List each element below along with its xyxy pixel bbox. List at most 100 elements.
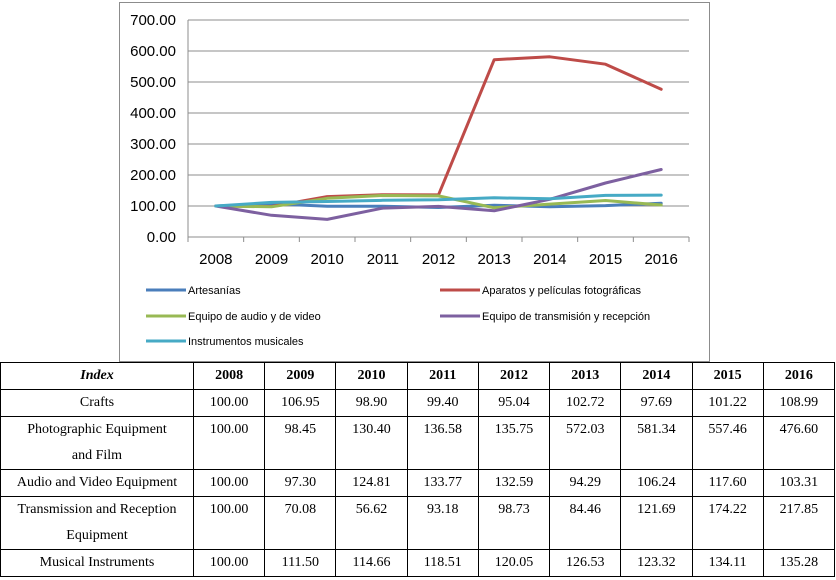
- row-label-line: Photographic Equipment: [27, 422, 167, 437]
- y-tick-label: 400.00: [130, 105, 176, 122]
- table-cell: 126.53: [549, 549, 622, 577]
- y-tick-label: 200.00: [130, 167, 176, 184]
- table-cell: 114.66: [335, 549, 408, 577]
- table-cell: 130.40: [335, 416, 408, 470]
- y-tick-label: 0.00: [147, 229, 176, 246]
- table-cell: 117.60: [691, 469, 764, 497]
- table-cell: 99.40: [406, 389, 479, 417]
- x-tick-label: 2016: [644, 251, 677, 268]
- series-line-2: [214, 55, 663, 208]
- legend-label: Aparatos y películas fotográficas: [482, 285, 641, 297]
- x-tick-label: 2013: [477, 251, 510, 268]
- table-cell: 476.60: [762, 416, 836, 470]
- row-label-line: Audio and Video Equipment: [16, 475, 178, 490]
- table-cell: 100.00: [192, 389, 266, 417]
- table-cell: 97.69: [620, 389, 693, 417]
- table-cell: 94.29: [549, 469, 622, 497]
- table-cell: 70.08: [264, 496, 337, 550]
- table-cell: 97.30: [264, 469, 337, 497]
- table-header-year: 2015: [691, 362, 764, 390]
- table-cell: 124.81: [335, 469, 408, 497]
- table-cell: 121.69: [620, 496, 693, 550]
- row-label: Transmission and Reception Equipment: [0, 496, 194, 550]
- table-cell: 136.58: [406, 416, 479, 470]
- row-label: Musical Instruments: [0, 549, 194, 577]
- table-header-year: 2012: [477, 362, 551, 390]
- x-tick-label: 2014: [533, 251, 566, 268]
- row-label: Audio and Video Equipment: [0, 469, 194, 497]
- table-cell: 123.32: [620, 549, 693, 577]
- table-header-year: 2013: [549, 362, 622, 390]
- table-header-year: 2016: [762, 362, 836, 390]
- table-cell: 133.77: [406, 469, 479, 497]
- row-label: Photographic Equipment and Film: [0, 416, 194, 470]
- table-body: Crafts 100.00 106.95 98.90 99.40 95.04 102.72 9…: [0, 389, 836, 577]
- series-line-4: [214, 168, 663, 221]
- table-cell: 102.72: [549, 389, 622, 417]
- row-label: Crafts: [0, 389, 194, 417]
- table-cell: 106.24: [620, 469, 693, 497]
- table-cell: 135.75: [477, 416, 551, 470]
- legend-label: Artesanías: [188, 285, 241, 297]
- table-cell: 118.51: [406, 549, 479, 577]
- row-label-line: Crafts: [79, 395, 115, 410]
- table-header-year: 2009: [264, 362, 337, 390]
- data-table: Index 2008 2009 2010 2011 2012 2013 2014 2015 201…: [0, 362, 836, 577]
- line-chart: 0.00 100.00 200.00 300.00 400.00 500.00 600.00…: [119, 2, 710, 362]
- x-tick-label: 2008: [199, 251, 232, 268]
- y-tick-label: 600.00: [130, 43, 176, 60]
- table-header-year: 2008: [192, 362, 266, 390]
- table-header-row: Index 2008 2009 2010 2011 2012 2013 2014 2015 201…: [0, 362, 836, 390]
- y-tick-label: 300.00: [130, 136, 176, 153]
- row-label-line: Musical Instruments: [39, 555, 155, 570]
- table-row: Photographic Equipment and Film 100.00 98.4…: [0, 416, 836, 470]
- table-cell: 98.45: [264, 416, 337, 470]
- table-cell: 134.11: [691, 549, 764, 577]
- table-cell: 100.00: [192, 469, 266, 497]
- legend-label: Equipo de audio y de video: [188, 311, 321, 323]
- table-cell: 95.04: [477, 389, 551, 417]
- table-row: Crafts 100.00 106.95 98.90 99.40 95.04 102.72 9…: [0, 389, 836, 417]
- y-tick-label: 100.00: [130, 198, 176, 215]
- table-cell: 56.62: [335, 496, 408, 550]
- legend-label: Instrumentos musicales: [188, 336, 304, 348]
- table-cell: 135.28: [762, 549, 836, 577]
- x-tick-label: 2010: [310, 251, 343, 268]
- table-cell: 132.59: [477, 469, 551, 497]
- table-header-index: Index: [0, 362, 194, 390]
- table-header-year: 2010: [335, 362, 408, 390]
- x-tick-label: 2011: [367, 251, 399, 268]
- series-line-3: [214, 194, 663, 210]
- table-cell: 106.95: [264, 389, 337, 417]
- table-cell: 98.90: [335, 389, 408, 417]
- table-cell: 101.22: [691, 389, 764, 417]
- row-label-line: Equipment: [66, 528, 128, 543]
- table-cell: 217.85: [762, 496, 836, 550]
- x-tick-label: 2012: [422, 251, 455, 268]
- table-header-year: 2011: [406, 362, 479, 390]
- y-tick-label: 700.00: [130, 12, 176, 29]
- table-cell: 100.00: [192, 416, 266, 470]
- table-cell: 581.34: [620, 416, 693, 470]
- line-chart-svg: 0.00 100.00 200.00 300.00 400.00 500.00 600.00…: [130, 12, 690, 348]
- y-tick-label: 500.00: [130, 74, 176, 91]
- table-cell: 174.22: [691, 496, 764, 550]
- table-header-year: 2014: [620, 362, 693, 390]
- legend-label: Equipo de transmisión y recepción: [482, 311, 650, 323]
- table-cell: 93.18: [406, 496, 479, 550]
- x-tick-label: 2009: [255, 251, 288, 268]
- table-cell: 108.99: [762, 389, 836, 417]
- table-cell: 84.46: [549, 496, 622, 550]
- table-cell: 98.73: [477, 496, 551, 550]
- table-row: Transmission and Reception Equipment 100.0…: [0, 496, 836, 550]
- table-cell: 557.46: [691, 416, 764, 470]
- series-line-5: [214, 193, 663, 208]
- table-cell: 100.00: [192, 496, 266, 550]
- table-cell: 111.50: [264, 549, 337, 577]
- table-cell: 572.03: [549, 416, 622, 470]
- table-cell: 103.31: [762, 469, 836, 497]
- table-cell: 100.00: [192, 549, 266, 577]
- table-row: Audio and Video Equipment 100.00 97.30 124.…: [0, 469, 836, 497]
- x-tick-label: 2015: [589, 251, 622, 268]
- row-label-line: Transmission and Reception: [17, 502, 177, 517]
